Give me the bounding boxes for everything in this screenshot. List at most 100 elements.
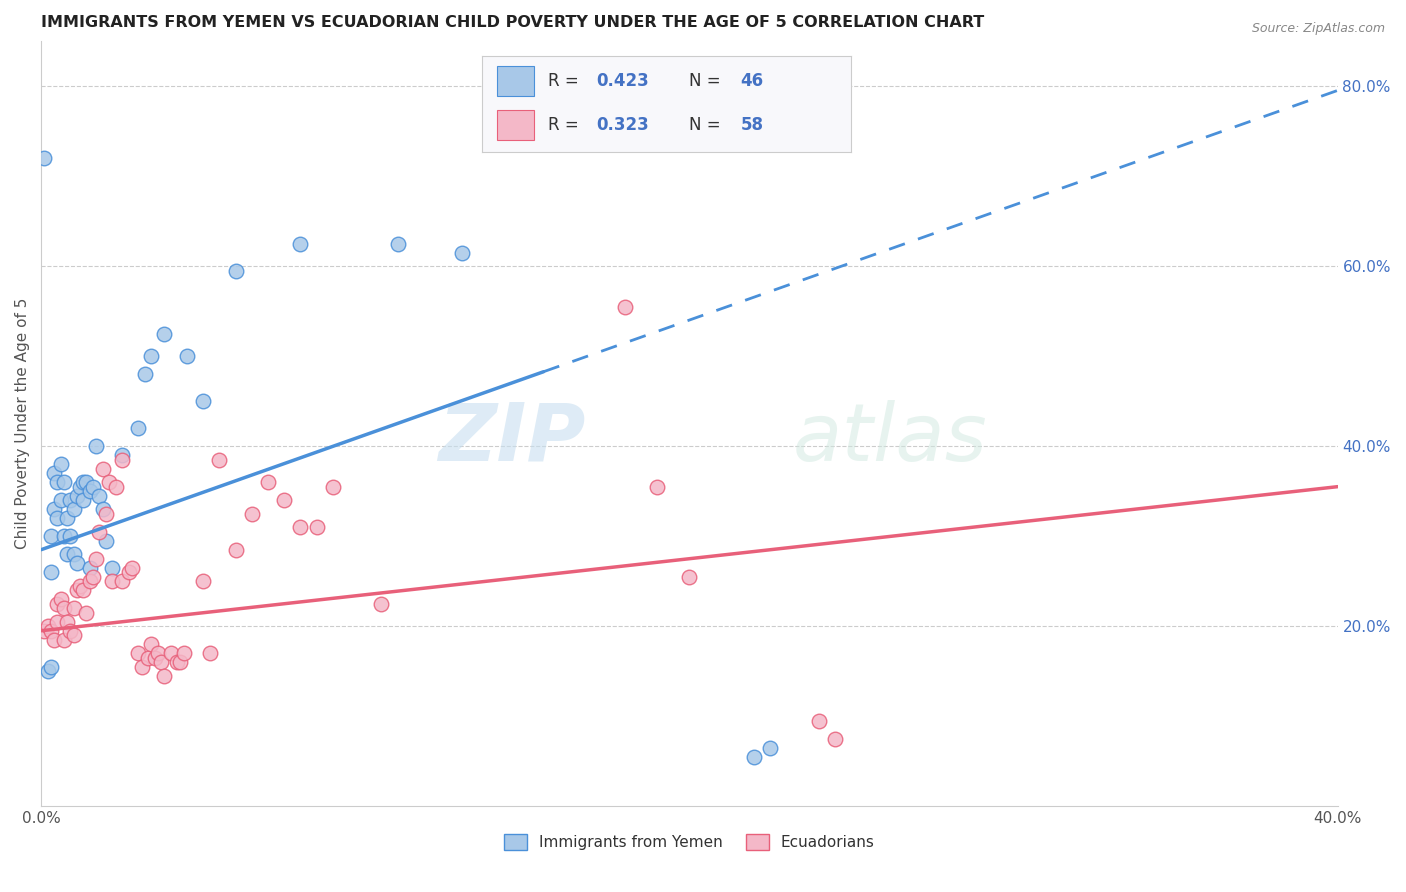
- Point: [111, 448, 134, 462]
- Point: [39, 566, 62, 580]
- Point: [101, 560, 124, 574]
- Point: [208, 452, 231, 467]
- Point: [42, 466, 65, 480]
- Point: [143, 650, 166, 665]
- Point: [46, 597, 69, 611]
- Point: [117, 566, 139, 580]
- Point: [72, 583, 94, 598]
- Point: [759, 740, 782, 755]
- Point: [46, 475, 69, 490]
- Point: [62, 628, 84, 642]
- Point: [39, 529, 62, 543]
- Point: [225, 542, 247, 557]
- Point: [79, 484, 101, 499]
- Point: [66, 556, 89, 570]
- Point: [166, 655, 188, 669]
- Point: [59, 493, 82, 508]
- Point: [56, 615, 79, 629]
- Point: [66, 489, 89, 503]
- Point: [141, 637, 163, 651]
- Point: [79, 560, 101, 574]
- Point: [808, 714, 831, 728]
- Point: [84, 551, 107, 566]
- Point: [136, 650, 159, 665]
- Point: [91, 461, 114, 475]
- Point: [94, 507, 117, 521]
- Point: [111, 452, 134, 467]
- Point: [89, 524, 111, 539]
- Text: ZIP: ZIP: [439, 400, 586, 478]
- Point: [98, 475, 121, 490]
- Point: [62, 601, 84, 615]
- Point: [37, 665, 59, 679]
- Point: [89, 489, 111, 503]
- Point: [273, 493, 295, 508]
- Point: [225, 263, 247, 277]
- Point: [52, 529, 75, 543]
- Text: IMMIGRANTS FROM YEMEN VS ECUADORIAN CHILD POVERTY UNDER THE AGE OF 5 CORRELATION: IMMIGRANTS FROM YEMEN VS ECUADORIAN CHIL…: [41, 15, 984, 30]
- Point: [613, 300, 636, 314]
- Point: [176, 349, 198, 363]
- Point: [91, 502, 114, 516]
- Point: [451, 245, 474, 260]
- Point: [37, 619, 59, 633]
- Point: [49, 457, 72, 471]
- Point: [82, 570, 104, 584]
- Point: [257, 475, 280, 490]
- Point: [59, 624, 82, 638]
- Point: [134, 367, 156, 381]
- Point: [34, 151, 56, 165]
- Point: [56, 511, 79, 525]
- Point: [173, 646, 195, 660]
- Point: [127, 646, 149, 660]
- Point: [52, 632, 75, 647]
- Point: [153, 669, 176, 683]
- Point: [290, 236, 312, 251]
- Point: [42, 632, 65, 647]
- Point: [39, 660, 62, 674]
- Point: [52, 601, 75, 615]
- Point: [198, 646, 221, 660]
- Point: [49, 493, 72, 508]
- Point: [387, 236, 409, 251]
- Point: [127, 421, 149, 435]
- Point: [742, 749, 765, 764]
- Point: [290, 520, 312, 534]
- Point: [824, 731, 846, 746]
- Point: [94, 533, 117, 548]
- Point: [240, 507, 263, 521]
- Point: [49, 592, 72, 607]
- Point: [146, 646, 169, 660]
- Point: [34, 624, 56, 638]
- Point: [121, 560, 143, 574]
- Point: [153, 326, 176, 341]
- Point: [169, 655, 191, 669]
- Point: [79, 574, 101, 589]
- Point: [59, 529, 82, 543]
- Y-axis label: Child Poverty Under the Age of 5: Child Poverty Under the Age of 5: [15, 298, 30, 549]
- Point: [69, 480, 91, 494]
- Point: [39, 624, 62, 638]
- Text: atlas: atlas: [793, 400, 988, 478]
- Point: [72, 493, 94, 508]
- Text: Source: ZipAtlas.com: Source: ZipAtlas.com: [1251, 22, 1385, 36]
- Point: [150, 655, 173, 669]
- Point: [104, 480, 127, 494]
- Point: [131, 660, 153, 674]
- Point: [62, 547, 84, 561]
- Point: [52, 475, 75, 490]
- Point: [62, 502, 84, 516]
- Point: [141, 349, 163, 363]
- Point: [56, 547, 79, 561]
- Point: [111, 574, 134, 589]
- Point: [159, 646, 181, 660]
- Point: [46, 511, 69, 525]
- Point: [193, 574, 215, 589]
- Point: [678, 570, 700, 584]
- Point: [322, 480, 344, 494]
- Point: [69, 579, 91, 593]
- Point: [370, 597, 392, 611]
- Point: [66, 583, 89, 598]
- Point: [101, 574, 124, 589]
- Point: [42, 502, 65, 516]
